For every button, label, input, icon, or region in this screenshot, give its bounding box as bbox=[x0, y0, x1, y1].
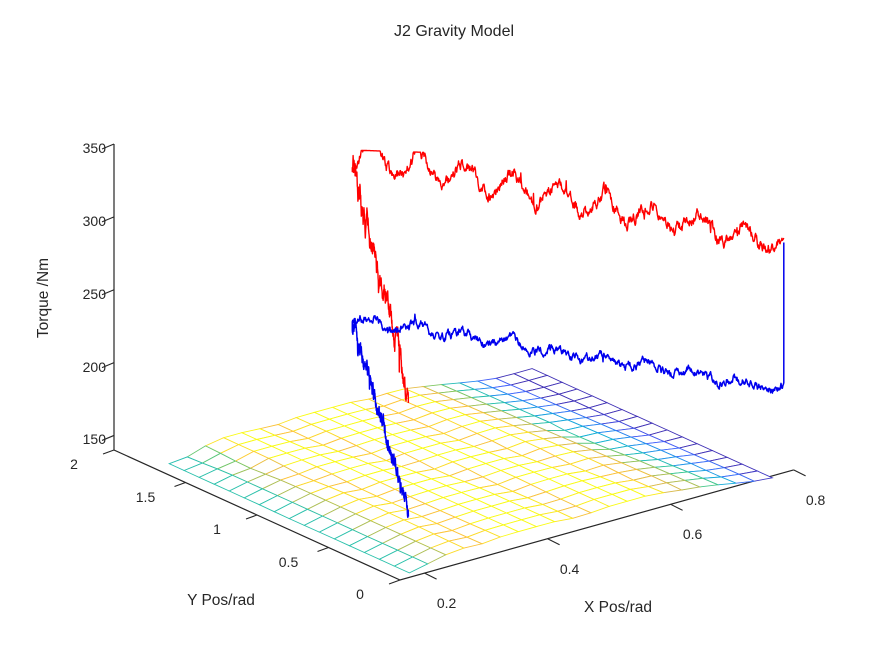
y-tick-mark bbox=[317, 546, 329, 553]
x-tick-mark bbox=[547, 538, 560, 546]
x-tick-mark bbox=[793, 469, 806, 477]
z-tick-mark bbox=[101, 143, 115, 150]
z-axis-label: Torque /Nm bbox=[35, 257, 52, 339]
y-axis-label: Y Pos/rad bbox=[187, 592, 255, 609]
x-tick-label: 0.8 bbox=[805, 491, 826, 508]
z-tick-label: 150 bbox=[82, 431, 106, 448]
y-tick-label: 0.5 bbox=[278, 553, 299, 570]
torque-series-red bbox=[351, 149, 785, 404]
y-tick-label: 0 bbox=[356, 586, 364, 602]
y-tick-mark bbox=[102, 449, 115, 455]
y-tick-mark bbox=[388, 579, 401, 585]
z-tick-label: 250 bbox=[82, 285, 106, 302]
gravity-model-mesh bbox=[168, 368, 774, 574]
chart-title: J2 Gravity Model bbox=[393, 23, 515, 40]
z-tick-mark bbox=[101, 289, 115, 296]
y-tick-label: 1 bbox=[213, 521, 221, 537]
x-tick-label: 0.4 bbox=[559, 560, 580, 577]
z-tick-mark bbox=[101, 362, 115, 369]
x-tick-mark bbox=[670, 503, 683, 511]
z-tick-label: 350 bbox=[82, 140, 106, 157]
torque-series-blue bbox=[351, 242, 785, 519]
mesh-cell bbox=[393, 556, 429, 574]
x-tick-label: 0.2 bbox=[436, 595, 457, 612]
y-tick-mark bbox=[174, 481, 186, 488]
x-tick-mark bbox=[424, 572, 437, 580]
z-tick-label: 200 bbox=[82, 358, 106, 375]
z-tick-label: 300 bbox=[82, 212, 106, 229]
y-tick-label: 1.5 bbox=[135, 488, 156, 505]
x-axis-label: X Pos/rad bbox=[583, 599, 653, 616]
z-tick-mark bbox=[101, 216, 115, 223]
y-tick-label: 2 bbox=[70, 456, 78, 472]
x-tick-label: 0.6 bbox=[682, 526, 703, 543]
y-tick-mark bbox=[245, 514, 258, 520]
z-tick-mark bbox=[101, 434, 115, 441]
